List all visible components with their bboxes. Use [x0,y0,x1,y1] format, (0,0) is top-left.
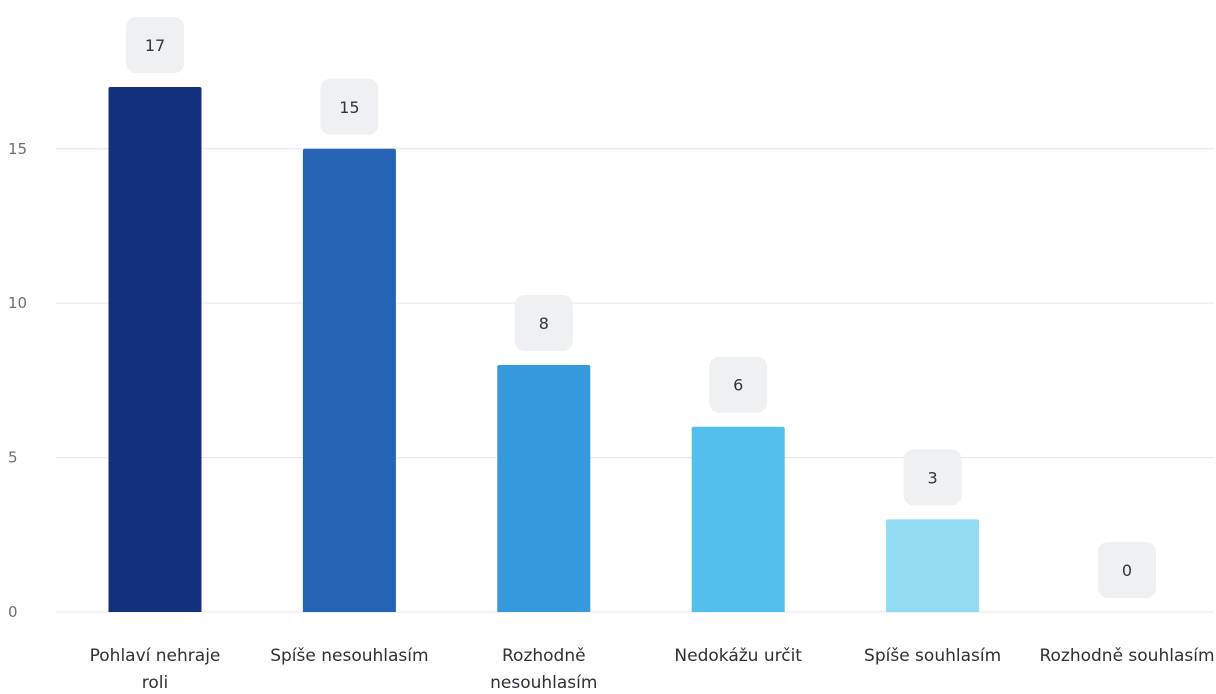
data-label: 6 [733,376,743,395]
x-tick-label: Spíše souhlasím [864,646,1001,666]
y-tick-label: 10 [8,294,27,312]
x-axis-labels: Pohlaví nehraje roli Spíše nesouhlasím Rozh… [90,646,1215,693]
bar [108,87,202,612]
data-label-box [514,294,573,351]
x-tick-label: Pohlaví nehraje roli [90,646,221,690]
bar [302,148,396,612]
data-label: 3 [928,468,938,487]
data-label: 15 [339,98,359,117]
data-label-box [1098,542,1156,598]
x-tick-label: Rozhodně souhlasím [1039,646,1214,666]
data-label-box [709,356,768,413]
data-label-box [320,78,379,135]
x-tick-label: Nedokážu určit [674,646,802,666]
x-tick-label: Spíše nesouhlasím [270,646,428,666]
bars [108,87,980,612]
y-tick-label: 0 [8,603,18,621]
data-label-box [903,449,962,506]
data-labels: 17 15 8 6 3 0 [126,17,1156,598]
bar [886,519,980,612]
data-label: 17 [145,36,165,55]
y-tick-label: 5 [8,449,18,467]
data-label: 8 [539,314,549,333]
gridlines: 0 5 10 15 [8,140,1214,621]
x-tick-label: Rozhodně nesouhlasím [490,646,597,690]
y-tick-label: 15 [8,140,27,158]
data-label-box [126,17,184,73]
bar [497,364,591,612]
bar [691,426,785,612]
data-label: 0 [1122,561,1132,580]
